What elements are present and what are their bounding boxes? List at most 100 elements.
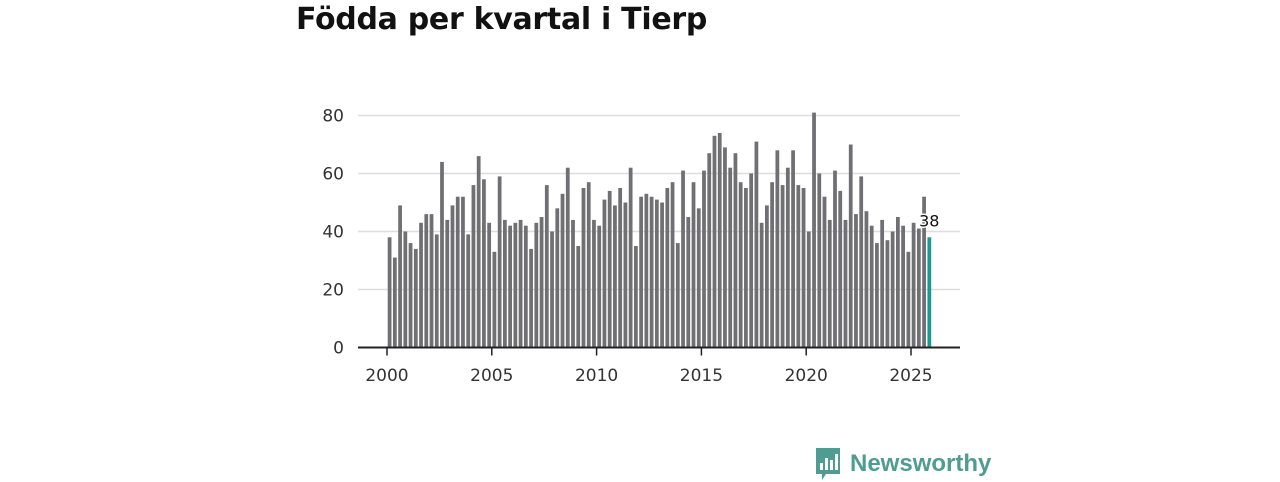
bar — [413, 248, 418, 348]
bar — [890, 231, 895, 348]
bar — [691, 182, 696, 348]
bar — [859, 176, 864, 348]
bar — [848, 144, 853, 348]
bar — [843, 219, 848, 348]
x-tick-label: 2020 — [785, 366, 828, 386]
bar — [623, 202, 628, 348]
y-tick-label: 20 — [322, 281, 344, 301]
y-axis-labels: 0 20 40 60 80 — [322, 107, 344, 359]
bar — [508, 225, 513, 348]
bar — [770, 182, 775, 348]
bar — [613, 205, 617, 348]
bar — [518, 219, 523, 348]
bar — [827, 219, 832, 348]
x-axis-ticks: 2000 2005 2010 2015 2020 2025 — [365, 347, 933, 386]
newsworthy-icon — [816, 448, 840, 480]
bar — [785, 167, 790, 348]
bar — [754, 141, 759, 348]
x-tick-label: 2005 — [470, 366, 513, 386]
bar — [633, 246, 638, 348]
bar — [895, 217, 900, 348]
bar — [901, 225, 906, 348]
bar — [707, 153, 712, 348]
bar — [466, 234, 471, 348]
bar — [424, 214, 429, 348]
bar — [806, 231, 811, 348]
bar — [644, 193, 649, 348]
bar — [686, 217, 691, 348]
bar — [597, 225, 602, 348]
bar — [728, 167, 733, 348]
bar — [791, 150, 795, 348]
bar — [434, 234, 439, 348]
bar — [398, 205, 402, 348]
bar — [586, 182, 591, 348]
bar — [838, 190, 843, 348]
bar — [738, 182, 743, 348]
y-tick-label: 60 — [322, 165, 344, 185]
bar — [482, 179, 486, 348]
bar — [717, 132, 722, 348]
bar — [885, 240, 890, 348]
bar — [911, 222, 916, 348]
bar — [812, 112, 816, 348]
bar — [487, 222, 492, 348]
bar — [628, 167, 633, 348]
bar — [602, 199, 607, 348]
bar — [440, 161, 444, 348]
bar — [670, 182, 675, 348]
bar — [733, 153, 738, 348]
y-tick-label: 0 — [333, 339, 344, 359]
bar — [539, 217, 544, 348]
bar — [833, 170, 837, 348]
bar — [461, 196, 465, 348]
bar — [550, 231, 554, 348]
bar — [392, 257, 397, 348]
y-tick-label: 80 — [322, 107, 344, 127]
bar — [534, 222, 539, 348]
bar — [387, 237, 392, 348]
bar — [429, 214, 434, 348]
bar — [471, 185, 476, 348]
bar — [869, 225, 874, 348]
x-tick-label: 2015 — [680, 366, 723, 386]
bar — [749, 173, 754, 348]
bar — [523, 225, 528, 348]
newsworthy-logo: Newsworthy — [814, 446, 991, 482]
bar — [759, 222, 764, 348]
bar — [497, 176, 502, 348]
bar — [665, 188, 670, 348]
bar — [675, 243, 680, 348]
bar — [649, 196, 654, 348]
bar — [801, 188, 806, 348]
bar — [817, 173, 822, 348]
bar — [880, 219, 885, 348]
data-labels: 38 — [918, 210, 941, 232]
bar — [681, 170, 685, 348]
bar — [864, 211, 869, 348]
x-tick-label: 2000 — [365, 366, 408, 386]
chart-title: Födda per kvartal i Tierp — [296, 2, 708, 37]
bar — [581, 188, 586, 348]
bar — [492, 251, 497, 348]
bar — [854, 214, 858, 348]
bar — [450, 205, 455, 348]
data-label-latest: 38 — [919, 211, 939, 230]
bar — [571, 219, 575, 348]
bar — [723, 147, 727, 348]
bar — [780, 185, 785, 348]
bar — [775, 150, 780, 348]
bar — [922, 196, 926, 348]
bar — [445, 219, 450, 348]
bar — [592, 219, 596, 348]
bar — [560, 193, 565, 348]
bar — [618, 188, 623, 348]
bar — [796, 185, 801, 348]
x-tick-label: 2010 — [575, 366, 618, 386]
bar — [476, 156, 481, 348]
bar — [639, 196, 644, 348]
bar — [906, 251, 911, 348]
bars — [387, 112, 932, 348]
x-tick-label: 2025 — [889, 366, 932, 386]
